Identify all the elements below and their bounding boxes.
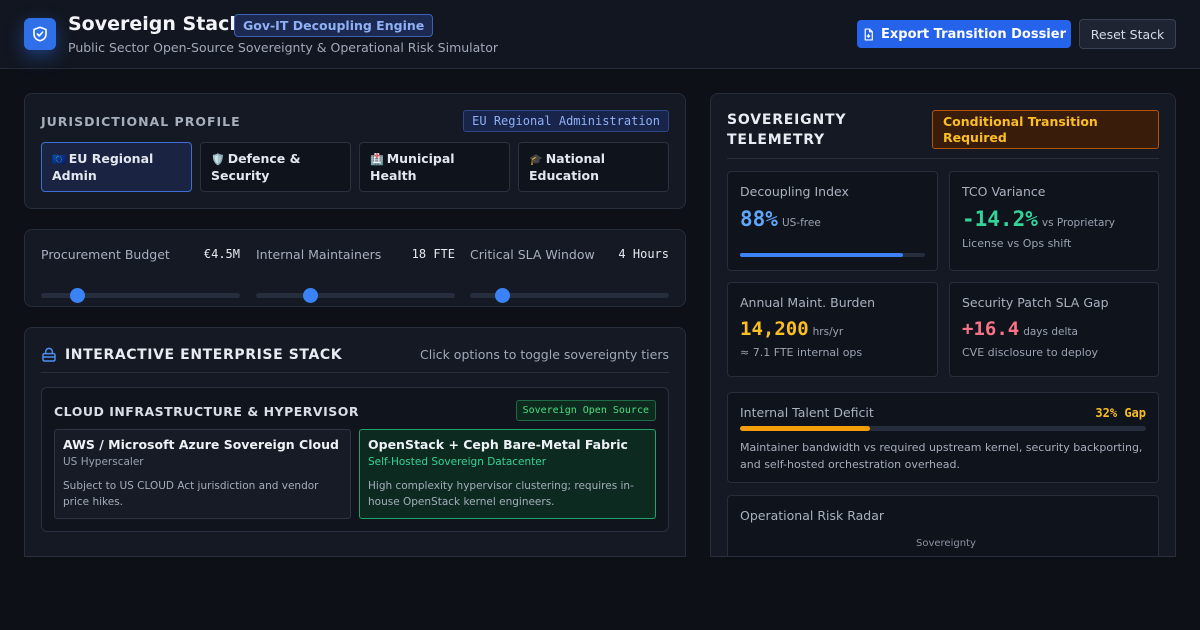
tier-status-badge: Sovereign Open Source xyxy=(515,400,656,421)
card-unit: vs Proprietary xyxy=(1041,217,1115,229)
choice-subtitle: Self-Hosted Sovereign Datacenter xyxy=(368,456,547,468)
jurisdiction-option-education[interactable]: 🎓 National Education xyxy=(518,142,669,192)
budget-slider[interactable] xyxy=(41,288,240,303)
card-label: Annual Maint. Burden xyxy=(740,295,876,310)
tier-cloud-infrastructure: CLOUD INFRASTRUCTURE & HYPERVISOR Sovere… xyxy=(41,387,669,532)
choice-subtitle: US Hyperscaler xyxy=(63,456,144,468)
decoupling-value: 88% xyxy=(740,207,778,231)
engine-badge: Gov-IT Decoupling Engine xyxy=(234,14,434,37)
jurisdiction-option-health[interactable]: 🏥 Municipal Health xyxy=(359,142,510,192)
option-label: EU Regional Admin xyxy=(52,151,154,183)
slider-handle[interactable] xyxy=(494,288,510,303)
choice-description: Subject to US CLOUD Act jurisdiction and… xyxy=(63,480,319,508)
card-note: ≈ 7.1 FTE internal ops xyxy=(740,346,863,359)
slider-handle[interactable] xyxy=(302,288,318,303)
maintenance-value: 14,200 xyxy=(740,318,809,340)
telemetry-title-line: SOVEREIGNTY xyxy=(727,112,847,128)
choice-hyperscaler[interactable]: AWS / Microsoft Azure Sovereign Cloud US… xyxy=(54,429,351,519)
option-label: National Education xyxy=(529,151,606,183)
choice-openstack[interactable]: OpenStack + Ceph Bare-Metal Fabric Self-… xyxy=(359,429,656,519)
telemetry-panel: SOVEREIGNTY TELEMETRY Conditional Transi… xyxy=(710,93,1176,557)
card-note: License vs Ops shift xyxy=(962,237,1072,250)
slider-label: Procurement Budget xyxy=(41,246,170,262)
reset-stack-button[interactable]: Reset Stack xyxy=(1079,19,1176,49)
shield-icon: 🛡️ xyxy=(211,153,225,166)
sla-slider-group: Critical SLA Window 4 Hours xyxy=(470,246,669,303)
card-label: Security Patch SLA Gap xyxy=(962,295,1109,310)
card-unit: days delta xyxy=(1023,326,1078,338)
progress-fill xyxy=(740,253,903,257)
eu-flag-icon: 🇪🇺 xyxy=(52,153,66,166)
patch-sla-gap-card: Security Patch SLA Gap +16.4 days delta … xyxy=(949,282,1159,377)
sla-slider[interactable] xyxy=(470,288,669,303)
app-subtitle: Public Sector Open-Source Sovereignty & … xyxy=(68,40,498,55)
talent-description: Maintainer bandwidth vs required upstrea… xyxy=(740,441,1143,471)
hospital-icon: 🏥 xyxy=(370,153,384,166)
card-note: CVE disclosure to deploy xyxy=(962,346,1099,359)
jurisdiction-option-defence[interactable]: 🛡️ Defence & Security xyxy=(200,142,351,192)
app-title: Sovereign Stack xyxy=(68,13,243,35)
radar-axis-label: Sovereignty xyxy=(916,538,976,549)
risk-radar-card: Operational Risk Radar Sovereignty xyxy=(727,495,1159,556)
decoupling-index-card: Decoupling Index 88% US-free xyxy=(727,171,938,271)
jurisdiction-panel: JURISDICTIONAL PROFILE EU Regional Admin… xyxy=(24,93,686,209)
card-label: Operational Risk Radar xyxy=(740,508,885,523)
export-dossier-button[interactable]: Export Transition Dossier xyxy=(857,20,1071,48)
slider-label: Critical SLA Window xyxy=(470,246,595,262)
slider-handle[interactable] xyxy=(69,288,85,303)
tco-variance-card: TCO Variance -14.2% vs Proprietary Licen… xyxy=(949,171,1159,271)
choice-description: High complexity hypervisor clustering; r… xyxy=(368,480,634,508)
export-label: Export Transition Dossier xyxy=(881,26,1066,42)
graduation-cap-icon: 🎓 xyxy=(529,153,543,166)
jurisdiction-option-eu-admin[interactable]: 🇪🇺 EU Regional Admin xyxy=(41,142,192,192)
talent-gap-value: 32% Gap xyxy=(1095,405,1146,420)
tco-value: -14.2% xyxy=(962,207,1038,231)
parameters-panel: Procurement Budget €4.5M Internal Mainta… xyxy=(24,229,686,307)
maintainers-slider[interactable] xyxy=(256,288,455,303)
maintenance-burden-card: Annual Maint. Burden 14,200 hrs/yr ≈ 7.1… xyxy=(727,282,938,377)
app-header: Sovereign Stack Gov-IT Decoupling Engine… xyxy=(0,0,1200,69)
slider-value: €4.5M xyxy=(203,247,240,261)
choice-title: OpenStack + Ceph Bare-Metal Fabric xyxy=(368,437,628,452)
divider xyxy=(41,372,669,373)
maintainers-slider-group: Internal Maintainers 18 FTE xyxy=(256,246,455,303)
patch-gap-value: +16.4 xyxy=(962,318,1020,340)
telemetry-title-line: TELEMETRY xyxy=(727,132,825,148)
layers-icon xyxy=(42,347,56,362)
tier-title: CLOUD INFRASTRUCTURE & HYPERVISOR xyxy=(54,404,359,419)
slider-value: 18 FTE xyxy=(411,247,455,261)
selected-jurisdiction-badge: EU Regional Administration xyxy=(463,110,669,132)
option-label: Municipal Health xyxy=(370,151,455,183)
stack-title: INTERACTIVE ENTERPRISE STACK xyxy=(65,347,343,363)
transition-status-badge: Conditional Transition Required xyxy=(932,110,1159,149)
card-label: TCO Variance xyxy=(962,184,1046,199)
option-label: Defence & Security xyxy=(211,151,301,183)
budget-slider-group: Procurement Budget €4.5M xyxy=(41,246,240,303)
shield-icon xyxy=(24,18,56,50)
card-unit: hrs/yr xyxy=(812,326,844,338)
talent-deficit-card: Internal Talent Deficit 32% Gap Maintain… xyxy=(727,392,1159,483)
card-label: Internal Talent Deficit xyxy=(740,405,874,420)
divider xyxy=(727,158,1159,159)
decoupling-progress-bar xyxy=(740,253,925,257)
jurisdiction-title: JURISDICTIONAL PROFILE xyxy=(41,114,241,129)
telemetry-title: SOVEREIGNTY TELEMETRY xyxy=(727,110,846,150)
document-icon xyxy=(864,27,873,41)
slider-value: 4 Hours xyxy=(618,247,669,261)
progress-fill xyxy=(740,426,870,431)
talent-deficit-bar xyxy=(740,426,1146,431)
stack-hint: Click options to toggle sovereignty tier… xyxy=(420,347,669,362)
slider-label: Internal Maintainers xyxy=(256,246,382,262)
enterprise-stack-panel: INTERACTIVE ENTERPRISE STACK Click optio… xyxy=(24,327,686,557)
choice-title: AWS / Microsoft Azure Sovereign Cloud xyxy=(63,437,339,452)
card-unit: US-free xyxy=(781,217,821,229)
card-label: Decoupling Index xyxy=(740,184,849,199)
